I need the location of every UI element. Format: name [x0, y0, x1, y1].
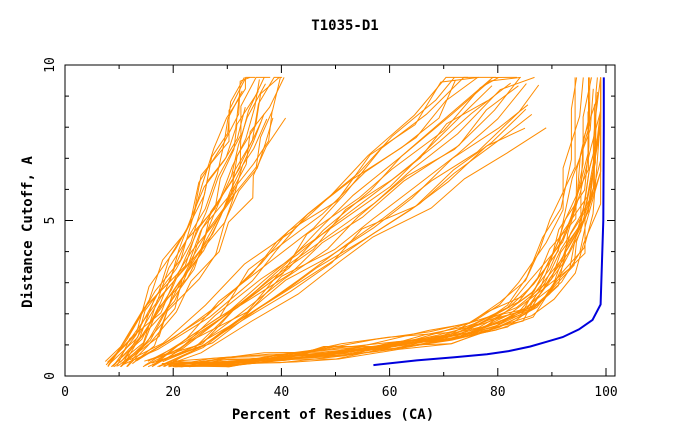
model-curve: [163, 104, 529, 368]
highlight-curve: [373, 77, 605, 367]
y-tick-label: 5: [43, 217, 58, 225]
x-tick-label: 80: [490, 385, 506, 400]
model-curve: [129, 76, 468, 361]
x-tick-label: 0: [61, 385, 69, 400]
model-curve: [168, 126, 602, 368]
model-curve: [167, 95, 599, 363]
model-curve: [119, 77, 280, 363]
model-curve: [156, 84, 540, 363]
model-curve: [107, 77, 245, 367]
model-curve: [180, 77, 602, 368]
model-curve: [107, 90, 243, 363]
x-tick-label: 40: [274, 385, 290, 400]
model-curve: [152, 82, 512, 367]
model-curve: [174, 111, 589, 368]
model-curve: [158, 83, 527, 368]
x-tick-label: 60: [382, 385, 398, 400]
model-curve: [162, 85, 519, 363]
x-tick-label: 20: [165, 385, 181, 400]
y-tick-label: 10: [43, 57, 58, 73]
model-curve: [152, 77, 521, 366]
model-curve: [179, 128, 602, 368]
model-curve: [117, 110, 273, 367]
model-curve: [147, 76, 521, 362]
x-tick-label: 100: [594, 385, 617, 400]
model-curve: [113, 83, 266, 368]
plot-area: 0 20 40 60 80 100 0 5 10: [43, 57, 618, 400]
model-curve: [121, 77, 265, 367]
model-curve: [123, 113, 265, 365]
model-curve: [169, 77, 584, 367]
model-curve: [105, 76, 256, 366]
model-curve: [161, 101, 590, 365]
model-curve: [104, 106, 246, 362]
model-curve: [132, 117, 274, 365]
model-curve: [164, 76, 535, 361]
model-curve: [144, 76, 478, 366]
x-axis-label: Percent of Residues (CA): [232, 407, 434, 423]
model-curve: [135, 77, 455, 361]
model-curve: [180, 77, 602, 367]
model-curve: [121, 76, 271, 361]
y-tick-label: 0: [43, 372, 58, 380]
model-curve: [151, 76, 496, 368]
y-axis-label: Distance Cutoff, A: [20, 156, 36, 308]
model-curve: [162, 127, 547, 367]
model-curve: [166, 77, 589, 365]
model-curve: [119, 118, 268, 368]
model-curve: [136, 76, 479, 362]
model-curve: [116, 121, 262, 367]
model-curve: [123, 79, 456, 365]
model-curve: [142, 85, 493, 368]
chart-title: T1035-D1: [311, 18, 378, 34]
model-curve: [157, 114, 533, 368]
model-curve: [120, 77, 281, 368]
model-curve: [164, 119, 589, 366]
